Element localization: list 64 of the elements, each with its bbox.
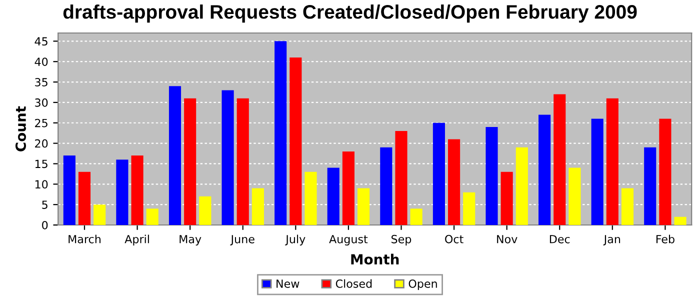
bar xyxy=(395,131,408,225)
bar xyxy=(327,168,340,225)
bar xyxy=(380,147,392,225)
y-tick-label: 25 xyxy=(35,118,48,128)
bar xyxy=(290,58,302,225)
x-tick-label: Jan xyxy=(603,235,620,246)
chart-title: drafts-approval Requests Created/Closed/Open February 2009 xyxy=(63,4,637,23)
bar xyxy=(236,98,249,225)
bar xyxy=(516,147,528,225)
bar xyxy=(304,172,317,225)
bar xyxy=(486,126,498,225)
bar xyxy=(448,139,460,225)
bar xyxy=(131,156,144,225)
bar xyxy=(606,98,618,225)
bar xyxy=(463,192,476,225)
x-tick-label: Dec xyxy=(550,235,570,244)
y-axis-title: Count xyxy=(15,106,26,152)
bar xyxy=(199,196,212,225)
x-axis-title: Month xyxy=(351,254,399,265)
y-tick-label: 40 xyxy=(34,58,48,66)
x-tick-label: August xyxy=(329,235,368,246)
x-tick-label: Nov xyxy=(497,235,518,244)
x-tick-label: March xyxy=(68,234,100,244)
bar xyxy=(568,168,581,225)
x-tick-label: April xyxy=(124,234,149,246)
y-tick-label: 10 xyxy=(35,180,48,189)
bar xyxy=(78,172,91,225)
bar xyxy=(500,172,513,225)
bar xyxy=(146,208,158,225)
bar xyxy=(342,151,354,225)
bar xyxy=(252,188,264,225)
bar xyxy=(644,147,656,225)
legend-label: Open xyxy=(408,279,437,290)
y-tick-label: 35 xyxy=(35,78,48,86)
bar xyxy=(63,156,76,225)
x-tick-label: May xyxy=(180,235,202,246)
bar xyxy=(116,160,128,225)
legend-label: Closed xyxy=(336,279,372,288)
bar xyxy=(168,86,182,225)
bar xyxy=(621,188,634,225)
bar xyxy=(410,208,422,225)
bar xyxy=(674,216,686,225)
bar xyxy=(591,118,604,225)
y-tick-label: 20 xyxy=(35,139,48,148)
x-tick-label: June xyxy=(230,235,254,246)
bar xyxy=(358,188,370,225)
bar xyxy=(222,90,234,225)
y-tick-label: 5 xyxy=(42,200,48,209)
bar xyxy=(94,204,106,225)
x-tick-label: Feb xyxy=(656,234,674,244)
legend-label: New xyxy=(276,280,300,288)
bar xyxy=(538,114,551,225)
y-tick-label: 45 xyxy=(34,37,48,46)
y-tick-label: 15 xyxy=(35,160,48,168)
x-tick-label: Oct xyxy=(445,234,464,244)
bar xyxy=(432,122,445,225)
y-tick-label: 30 xyxy=(35,98,48,107)
y-tick-label: 0 xyxy=(42,220,48,230)
x-tick-label: Sep xyxy=(392,234,412,246)
bar xyxy=(554,94,566,225)
bar xyxy=(274,41,287,225)
bar xyxy=(659,118,672,225)
bar xyxy=(184,98,196,225)
x-tick-label: July xyxy=(285,234,306,246)
